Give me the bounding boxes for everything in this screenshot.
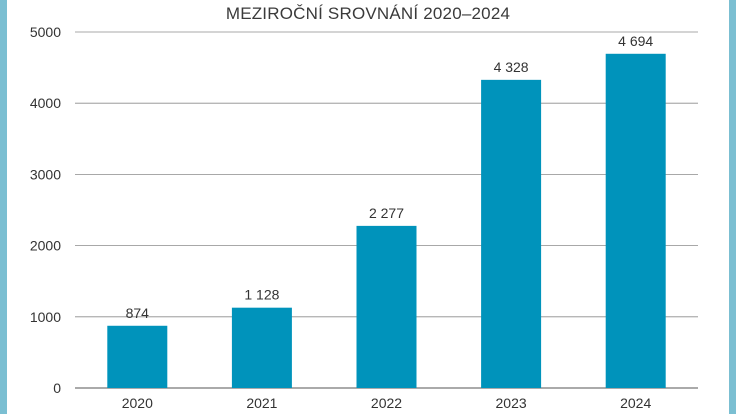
bars (107, 53, 666, 388)
bar-2020 (107, 325, 168, 388)
bar-2022 (356, 225, 417, 388)
bar-2024 (605, 53, 666, 388)
y-tick-label-0: 0 (53, 380, 61, 396)
data-label-2020: 874 (126, 305, 150, 321)
y-tick-label-4000: 4000 (30, 95, 61, 111)
y-axis-ticks: 0 1000 2000 3000 4000 5000 (30, 24, 61, 396)
bar-2021 (231, 307, 292, 388)
data-label-2024: 4 694 (618, 33, 653, 49)
y-tick-label-3000: 3000 (30, 166, 61, 182)
chart-title: MEZIROČNÍ SROVNÁNÍ 2020–2024 (225, 4, 511, 23)
x-tick-label-2023: 2023 (496, 395, 527, 411)
x-tick-label-2021: 2021 (246, 395, 277, 411)
bar-2023 (481, 79, 542, 388)
y-tick-label-1000: 1000 (30, 309, 61, 325)
data-label-2022: 2 277 (369, 205, 404, 221)
y-tick-label-2000: 2000 (30, 238, 61, 254)
data-label-2023: 4 328 (494, 59, 529, 75)
data-label-2021: 1 128 (244, 287, 279, 303)
x-tick-label-2024: 2024 (620, 395, 651, 411)
data-labels: 874 1 128 2 277 4 328 4 694 (126, 33, 654, 321)
x-tick-label-2020: 2020 (122, 395, 153, 411)
x-tick-label-2022: 2022 (371, 395, 402, 411)
x-axis-ticks: 2020 2021 2022 2023 2024 (122, 395, 652, 411)
y-tick-label-5000: 5000 (30, 24, 61, 40)
